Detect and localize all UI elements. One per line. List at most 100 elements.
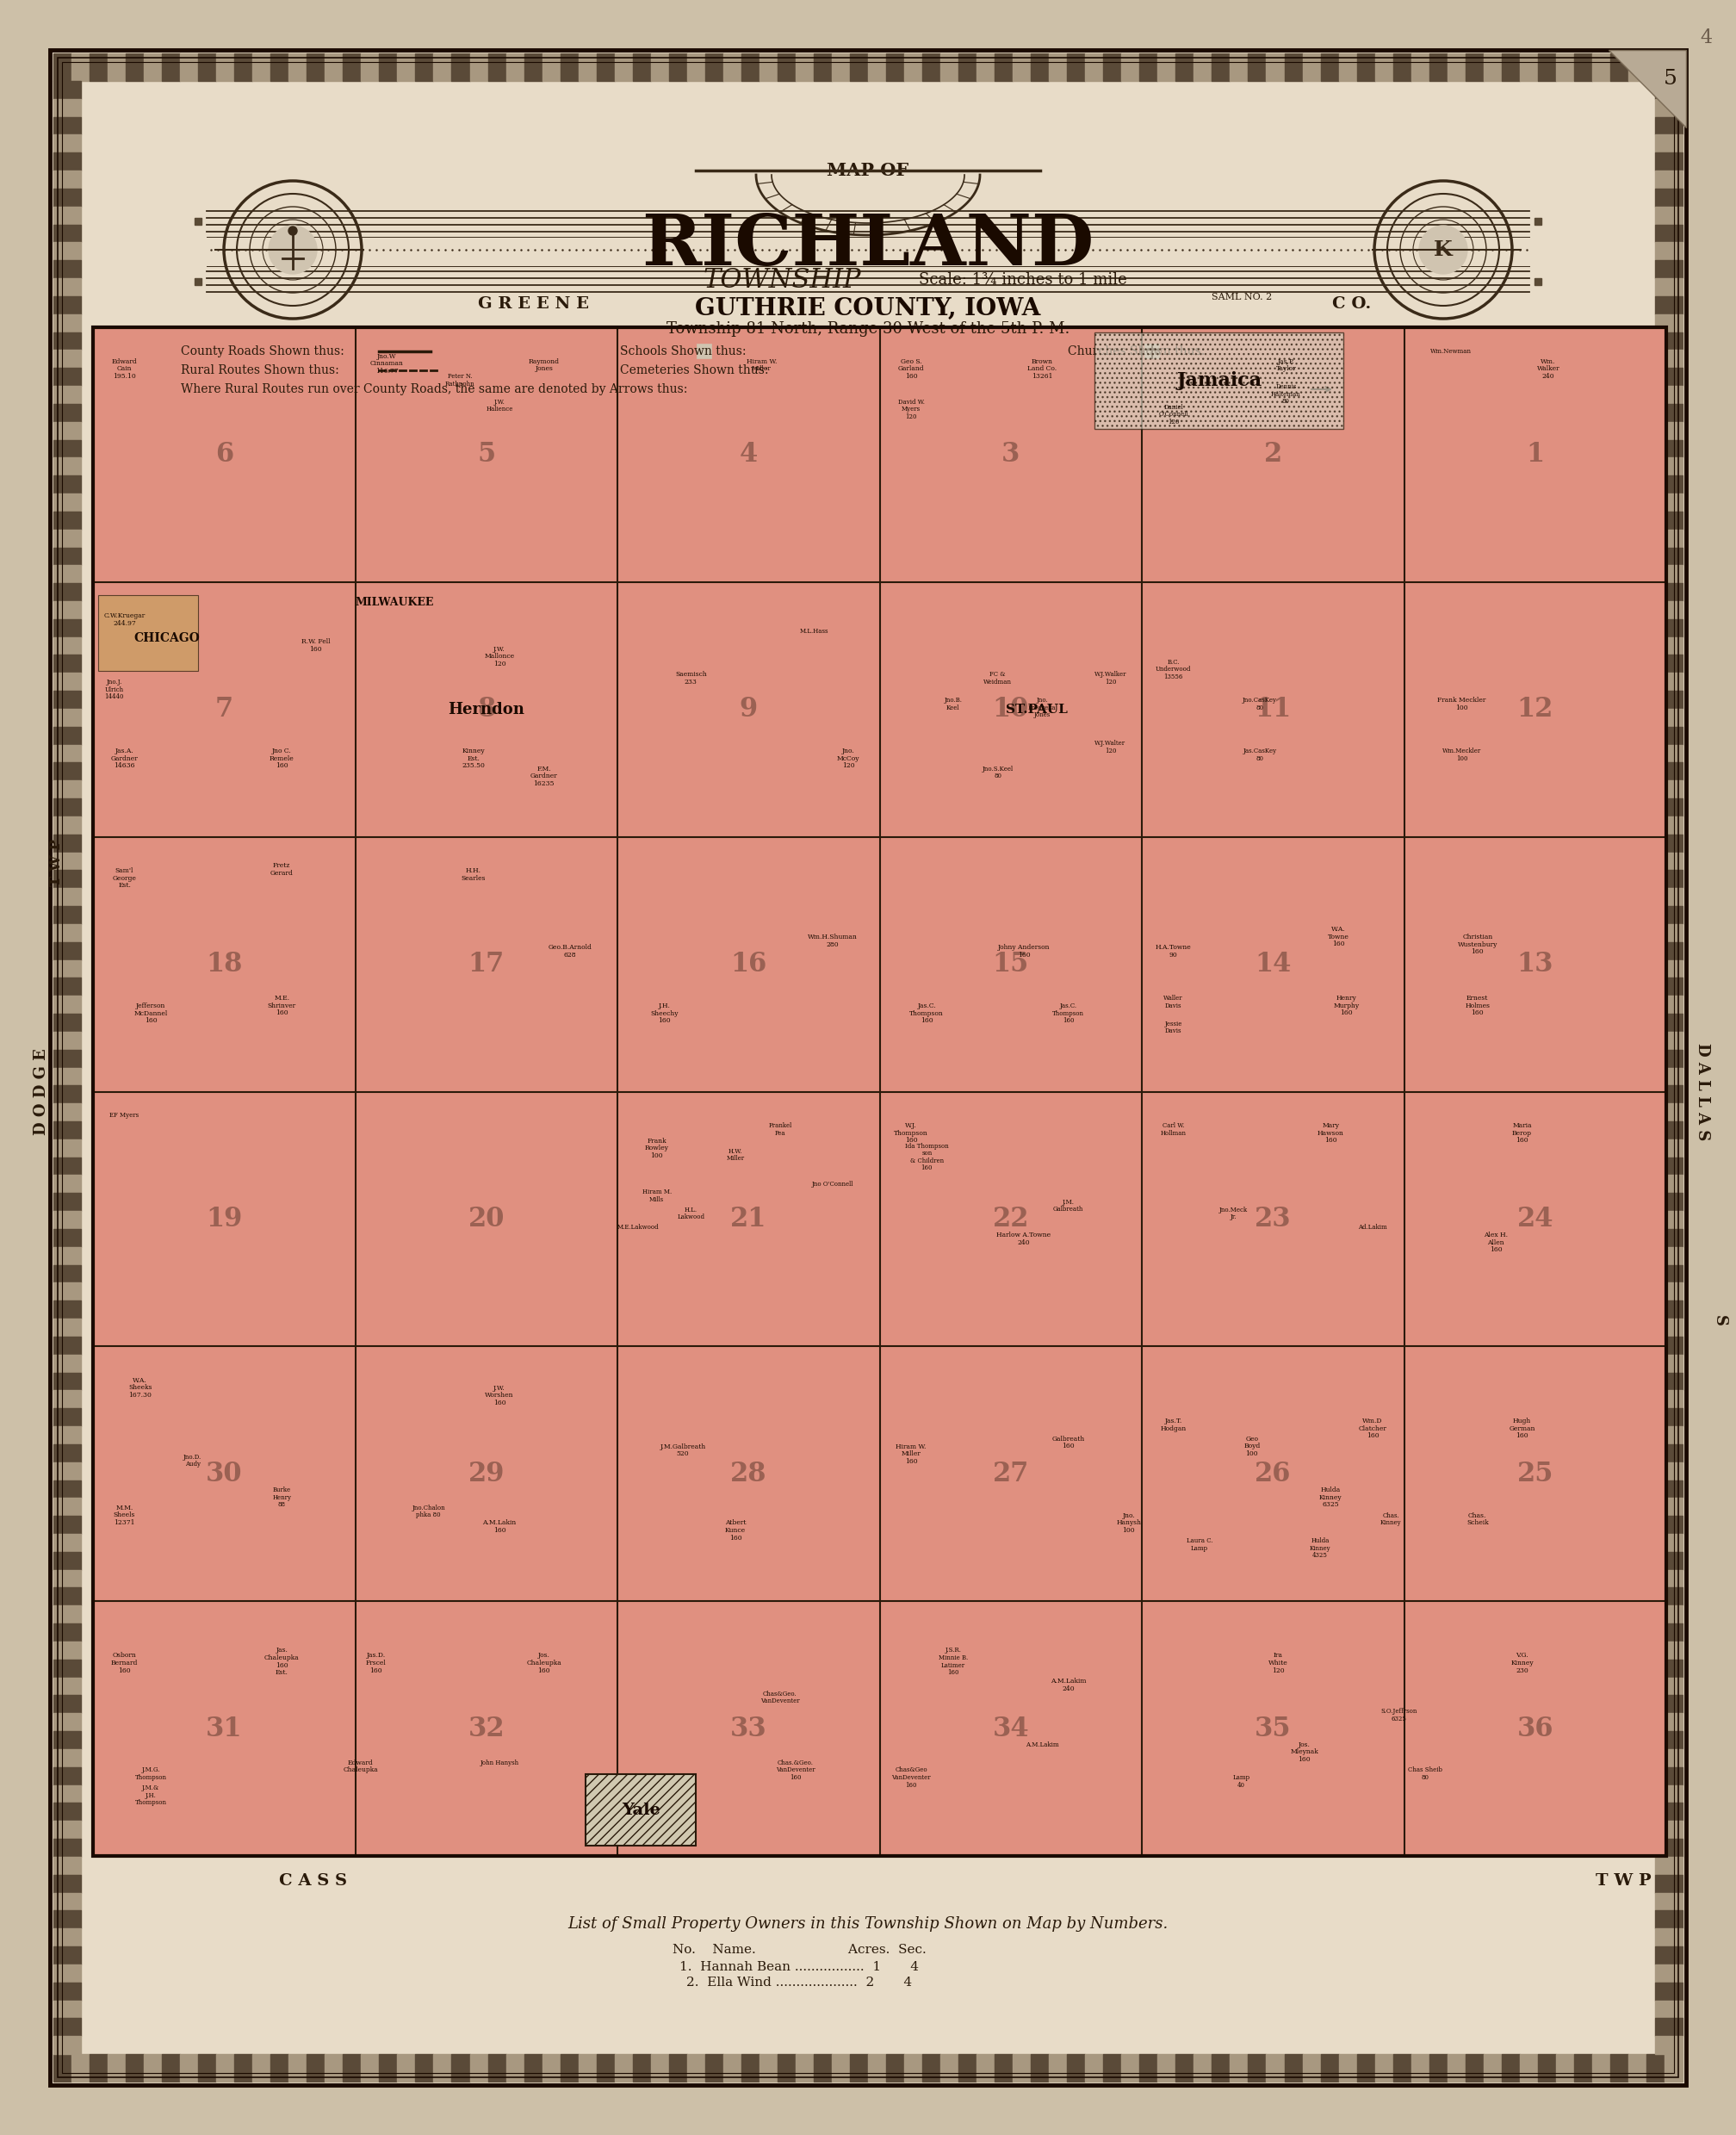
Text: 22: 22 [993,1206,1029,1232]
Bar [54,350,82,367]
Text: Ira
White
120: Ira White 120 [1269,1652,1288,1674]
Bar [1654,673,1682,692]
Text: A.M.Lakim
240: A.M.Lakim 240 [1050,1678,1087,1691]
Bar [1654,1264,1682,1283]
Bar [94,327,1667,1855]
Bar [505,2054,524,2082]
Text: Rural Routes Shown thus:: Rural Routes Shown thus: [181,365,339,376]
Bar [1575,2054,1592,2082]
Bar [415,53,434,81]
Bar [108,2054,125,2082]
Bar [54,529,82,547]
Bar [1429,2054,1448,2082]
Bar [252,2054,271,2082]
Text: 16: 16 [731,950,767,978]
Bar [434,53,451,81]
Circle shape [1418,226,1467,273]
Text: Hulda
Kinney
4325: Hulda Kinney 4325 [1309,1537,1332,1559]
Bar [54,762,82,781]
Bar [54,835,82,852]
Bar [904,53,922,81]
Bar [561,53,578,81]
Text: No.    Name.                      Acres.  Sec.: No. Name. Acres. Sec. [672,1943,925,1956]
Text: Hiram W.
Miller
160: Hiram W. Miller 160 [896,1443,927,1465]
Bar [1212,2054,1231,2082]
Bar [398,53,415,81]
Text: Chas.&Geo.
VanDeventer
160: Chas.&Geo. VanDeventer 160 [776,1759,816,1781]
Text: Frankel
Pea: Frankel Pea [769,1123,792,1136]
Text: Geo.B.Arnold
628: Geo.B.Arnold 628 [549,944,592,959]
Bar [307,2054,325,2082]
Bar [1121,2054,1139,2082]
Bar [54,1964,82,1981]
Bar [1654,1964,1682,1981]
Bar [1654,1892,1682,1911]
Bar [1358,2054,1375,2082]
Bar [778,53,795,81]
Text: H.W.
Miller: H.W. Miller [726,1149,745,1161]
Text: Ernest
Holmes
160: Ernest Holmes 160 [1465,995,1489,1016]
Text: Chas.
Scheik: Chas. Scheik [1467,1512,1488,1527]
Bar [1654,81,1682,98]
Text: Carl W.
Hollman: Carl W. Hollman [1160,1123,1186,1136]
Text: Jno.
McCoy
120: Jno. McCoy 120 [837,747,859,769]
Text: Scale: 1¾ inches to 1 mile: Scale: 1¾ inches to 1 mile [918,271,1127,288]
Bar [1411,2054,1429,2082]
Bar [415,2054,434,2082]
Bar [759,2054,778,2082]
Bar [778,2054,795,2082]
Text: M.M.
Sheels
12371: M.M. Sheels 12371 [113,1505,135,1527]
Bar [687,2054,705,2082]
Bar [698,344,712,359]
Bar [995,2054,1012,2082]
Text: H.L.
Lakwood: H.L. Lakwood [677,1206,705,1221]
Text: 32: 32 [469,1714,505,1742]
Bar [1392,2054,1411,2082]
Text: 34: 34 [993,1714,1029,1742]
Bar [1654,995,1682,1014]
Bar [54,1695,82,1712]
Circle shape [269,226,318,273]
Bar [542,53,561,81]
Bar [1231,2054,1248,2082]
Bar [542,2054,561,2082]
Bar [1654,835,1682,852]
Bar [1654,924,1682,942]
Text: T W P: T W P [1595,1872,1651,1889]
Text: Jas.D.
Frscel
160: Jas.D. Frscel 160 [366,1652,387,1674]
Bar [54,1211,82,1230]
Bar [54,512,82,529]
Bar [1654,1319,1682,1337]
Text: B.C.
Underwood
13556: B.C. Underwood 13556 [1156,658,1191,681]
Text: Burke
Henry
88: Burke Henry 88 [273,1486,292,1507]
Bar [1654,1174,1682,1193]
Bar [1654,942,1682,961]
Bar [54,1230,82,1247]
Bar [1654,745,1682,762]
Bar [54,816,82,835]
Bar [54,1300,82,1319]
Bar [1231,53,1248,81]
Bar [54,924,82,942]
Text: Geo
Boyd
100: Geo Boyd 100 [1243,1435,1260,1458]
Bar [1665,2054,1682,2082]
Bar [1085,53,1104,81]
Bar [1654,1623,1682,1642]
Bar [1654,1068,1682,1085]
Text: CHICAGO: CHICAGO [134,632,200,645]
Bar [288,53,307,81]
Bar [1049,2054,1068,2082]
Text: 17: 17 [469,950,505,978]
Bar [54,1821,82,1838]
Bar [1654,1373,1682,1390]
Bar [54,1659,82,1678]
Bar [1654,888,1682,905]
Bar [1248,53,1266,81]
Text: 14: 14 [1255,950,1292,978]
Bar [1654,1121,1682,1140]
Bar [54,905,82,924]
Bar [668,53,687,81]
Bar [668,2054,687,2082]
Bar [54,314,82,333]
Bar [1654,1768,1682,1785]
